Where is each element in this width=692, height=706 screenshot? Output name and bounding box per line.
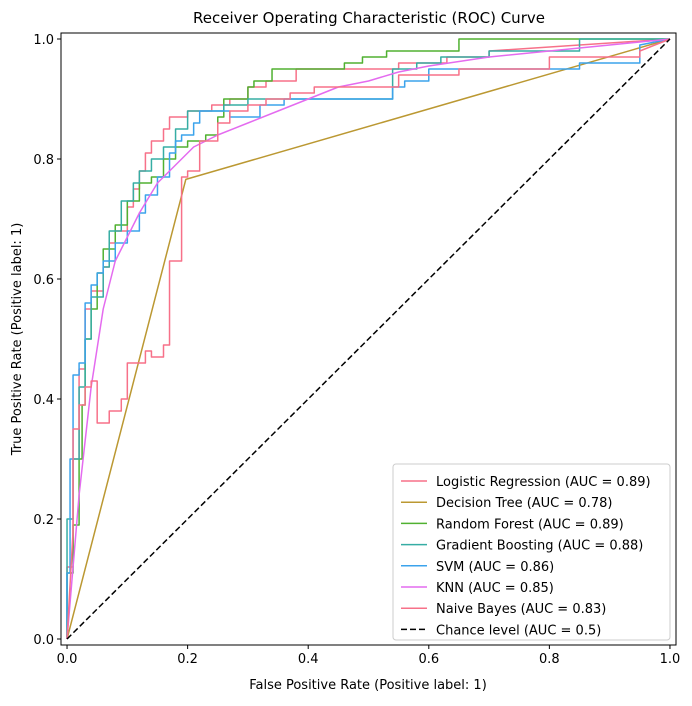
y-tick-label-0: 0.0 (33, 633, 54, 648)
y-tick-label-2: 0.4 (33, 393, 54, 408)
x-tick-label-3: 0.6 (418, 652, 439, 667)
x-axis-ticks: 0.0 0.2 0.4 0.6 0.8 1.0 (57, 645, 681, 667)
legend-label-6: Naive Bayes (AUC = 0.83) (436, 602, 606, 617)
series-line-1 (66, 38, 671, 640)
y-tick-label-4: 0.8 (33, 153, 54, 168)
legend-label-3: Gradient Boosting (AUC = 0.88) (436, 539, 643, 554)
x-axis-label: False Positive Rate (Positive label: 1) (249, 678, 487, 693)
x-tick-label-2: 0.4 (298, 652, 319, 667)
x-tick-label-4: 0.8 (539, 652, 560, 667)
legend-label-2: Random Forest (AUC = 0.89) (436, 517, 624, 532)
series-line-3 (66, 38, 670, 639)
series-line-6 (66, 38, 671, 640)
y-axis-ticks: 0.0 0.2 0.4 0.6 0.8 1.0 (33, 33, 61, 648)
y-tick-label-5: 1.0 (33, 33, 54, 48)
legend-box (392, 463, 671, 641)
series-line-7 (66, 38, 671, 640)
legend-label-1: Decision Tree (AUC = 0.78) (436, 496, 612, 511)
series-line-5 (66, 38, 671, 640)
legend-label-4: SVM (AUC = 0.86) (436, 560, 554, 575)
y-tick-label-3: 0.6 (33, 273, 54, 288)
x-tick-label-0: 0.0 (57, 652, 78, 667)
legend-label-0: Logistic Regression (AUC = 0.89) (436, 475, 651, 490)
y-axis-label: True Positive Rate (Positive label: 1) (10, 223, 25, 457)
legend-label-7: Chance level (AUC = 0.5) (436, 623, 601, 638)
plot-area (66, 38, 671, 640)
legend-label-5: KNN (AUC = 0.85) (436, 581, 554, 596)
x-tick-label-1: 0.2 (177, 652, 198, 667)
x-tick-label-5: 1.0 (660, 652, 681, 667)
y-tick-label-1: 0.2 (33, 513, 54, 528)
plot-frame (60, 32, 677, 646)
chart-title: Receiver Operating Characteristic (ROC) … (193, 9, 545, 27)
legend: Logistic Regression (AUC = 0.89) Decision… (392, 463, 671, 641)
